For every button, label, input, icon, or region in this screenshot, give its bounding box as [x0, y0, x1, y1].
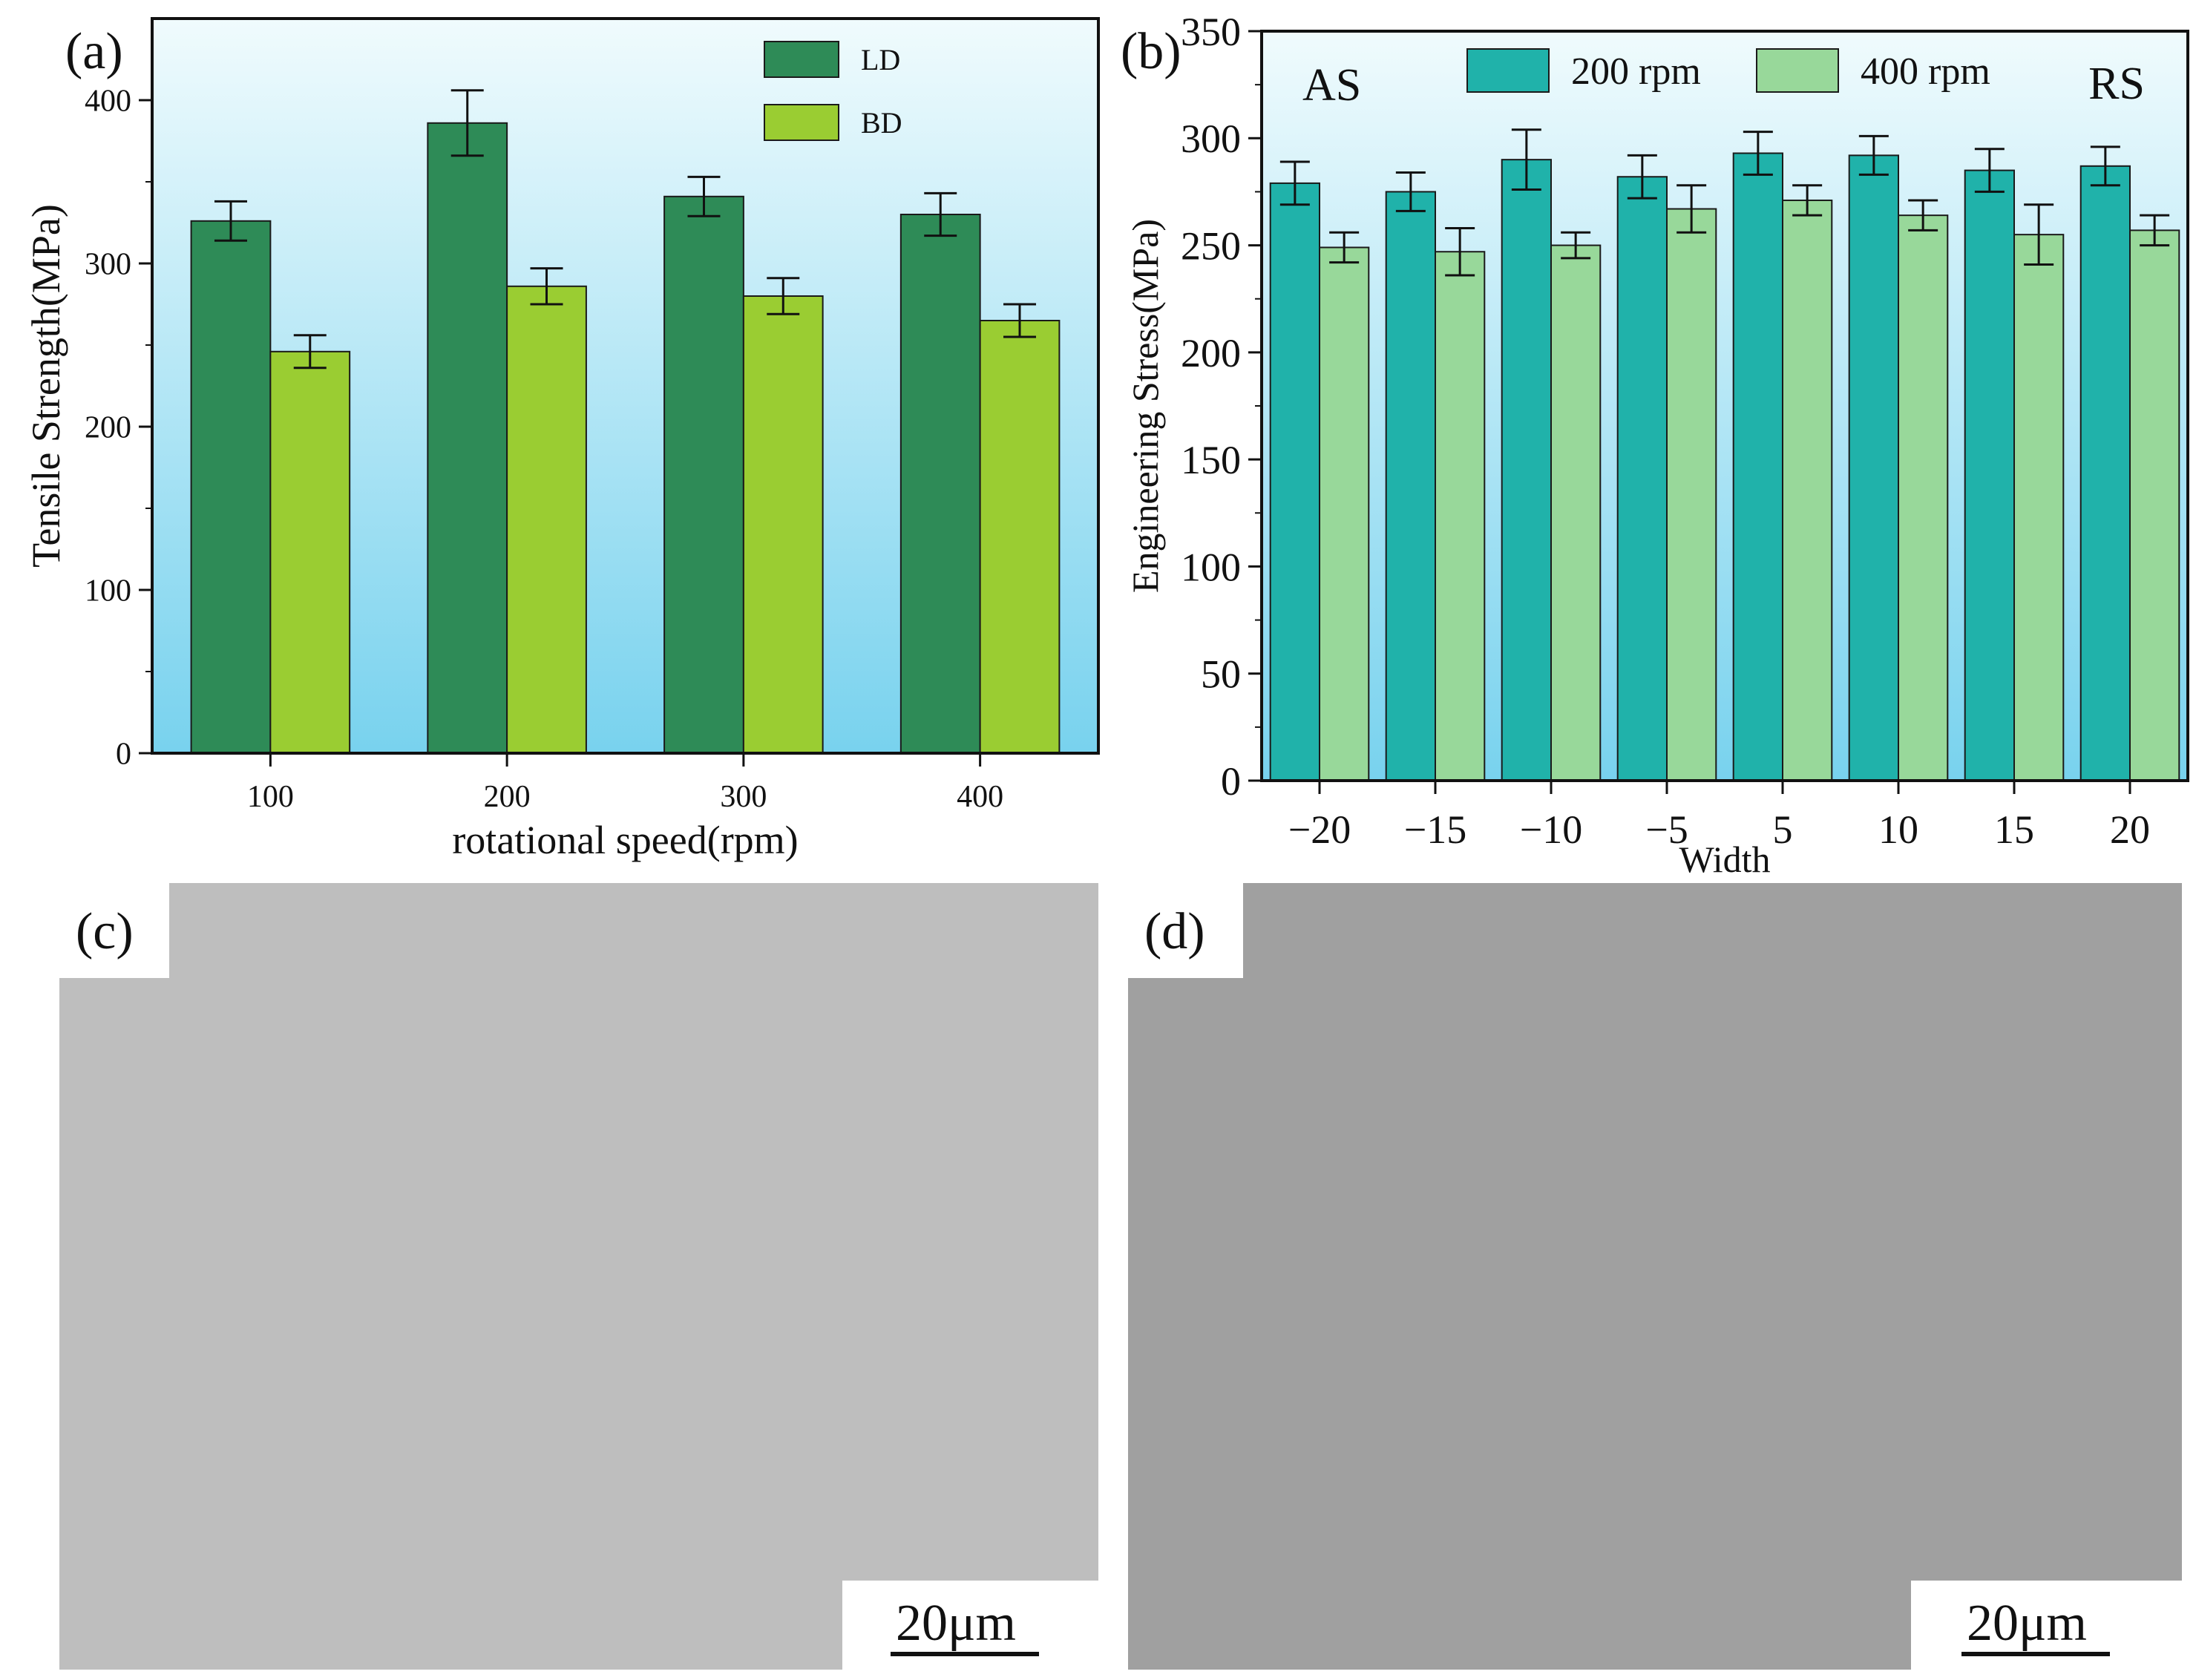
chart-b-annotation: RS [2088, 59, 2145, 109]
chart-b-bar [1782, 199, 1833, 781]
scale-bar-line-c [891, 1652, 1039, 1656]
chart-a-bar [742, 295, 824, 754]
chart-a-x-tick-label: 300 [720, 780, 767, 814]
chart-b-x-tick-label: 10 [1878, 807, 1918, 852]
scale-bar-label-d: 20μm [1967, 1595, 2087, 1652]
chart-b-bar [1501, 159, 1553, 781]
chart-a-bar [269, 350, 351, 754]
chart-b-y-tick-label: 0 [1221, 759, 1241, 804]
chart-a-y-tick-label: 300 [85, 248, 131, 282]
chart-a-bar [899, 214, 981, 754]
chart-b-x-tick-label: −20 [1288, 807, 1351, 852]
chart-b-bar [1666, 208, 1717, 781]
chart-a-legend-swatch [764, 104, 839, 141]
scale-bar-line-d [1961, 1652, 2110, 1656]
chart-a-legend-swatch [764, 41, 839, 78]
chart-b-bar [1616, 176, 1668, 781]
chart-a-y-axis-label: Tensile Strength(MPa) [24, 204, 68, 568]
panel-label-a: (a) [65, 23, 123, 80]
chart-a-x-tick-label: 400 [957, 780, 1003, 814]
chart-b-bar [1732, 152, 1784, 781]
chart-a-x-axis-label: rotational speed(rpm) [452, 818, 798, 862]
chart-b-bar [1385, 191, 1437, 781]
chart-b-y-tick-label: 300 [1181, 117, 1241, 161]
chart-b-x-tick-label: −15 [1404, 807, 1466, 852]
chart-b-x-axis-label: Width [1679, 839, 1771, 879]
chart-a-bar [506, 285, 587, 754]
chart-b-y-tick-label: 150 [1181, 438, 1241, 482]
chart-b-x-tick-label: 20 [2110, 807, 2150, 852]
chart-b-y-tick-label: 100 [1181, 545, 1241, 589]
chart-a-x-tick-label: 200 [484, 780, 531, 814]
chart-b-y-tick-label: 250 [1181, 223, 1241, 268]
chart-a-y-tick-label: 0 [116, 738, 131, 772]
panel-label-c: (c) [76, 903, 134, 960]
chart-b-bar [1319, 246, 1370, 781]
chart-a-y-tick-label: 400 [85, 85, 131, 119]
chart-b-legend-label: 200 rpm [1571, 50, 1701, 93]
chart-b-bar [1550, 244, 1602, 782]
chart-b-y-tick-label: 50 [1201, 652, 1241, 697]
panel-label-d: (d) [1144, 903, 1205, 960]
chart-a-y-tick-label: 200 [85, 411, 131, 445]
chart-b-bar [1964, 169, 2015, 782]
chart-b-bar [1435, 251, 1486, 781]
chart-b-bar [1848, 154, 1900, 782]
chart-b-y-axis-label: Engineering Stress(MPa) [1124, 219, 1166, 593]
chart-b-y-tick-label: 200 [1181, 331, 1241, 375]
panel-label-b: (b) [1121, 23, 1181, 80]
chart-b-bar [2013, 234, 2065, 781]
sem-image-d: (d) 20μm [1128, 883, 2182, 1670]
chart-a: (a) 100 200 300 400 0 100 200 300 400 rotational … [24, 17, 1100, 862]
panel-label-bg-d [1128, 883, 1243, 978]
chart-a-legend-label: BD [861, 106, 902, 140]
chart-b-frame [1260, 30, 2189, 782]
chart-b-x-tick-label: −10 [1520, 807, 1582, 852]
chart-b-bar [2129, 229, 2180, 782]
scale-bar-label-c: 20μm [896, 1595, 1016, 1652]
chart-b-annotation: AS [1302, 60, 1361, 111]
chart-a-y-tick-label: 100 [85, 574, 131, 608]
fracture-surface-c [59, 883, 1098, 1670]
chart-b-x-tick-label: 15 [1994, 807, 2034, 852]
chart-b-x-tick-label: 5 [1773, 807, 1793, 852]
chart-b-legend-label: 400 rpm [1861, 50, 1990, 93]
chart-b-bar [1898, 214, 1949, 781]
chart-a-bar [427, 122, 508, 755]
chart-b-bar [1269, 182, 1320, 781]
chart-a-bar [663, 195, 744, 754]
chart-b-bar [2079, 165, 2131, 782]
panel-label-bg-c [59, 883, 169, 978]
chart-a-bar [979, 320, 1061, 754]
chart-b-y-tick-label: 350 [1181, 10, 1241, 54]
sem-image-c: (c) 20μm [59, 883, 1098, 1670]
chart-a-legend-label: LD [861, 43, 900, 76]
chart-a-frame [151, 17, 1100, 755]
chart-a-bar [190, 220, 272, 754]
chart-a-x-tick-label: 100 [247, 780, 294, 814]
fracture-surface-d [1128, 883, 2182, 1670]
chart-b: (b) −20 −15 −10 −5 5 10 15 20050100150200250300… [1121, 10, 2189, 879]
chart-b-legend-swatch [1466, 48, 1550, 93]
chart-b-x-tick-label: −5 [1645, 807, 1688, 852]
chart-b-legend-swatch [1756, 48, 1839, 93]
